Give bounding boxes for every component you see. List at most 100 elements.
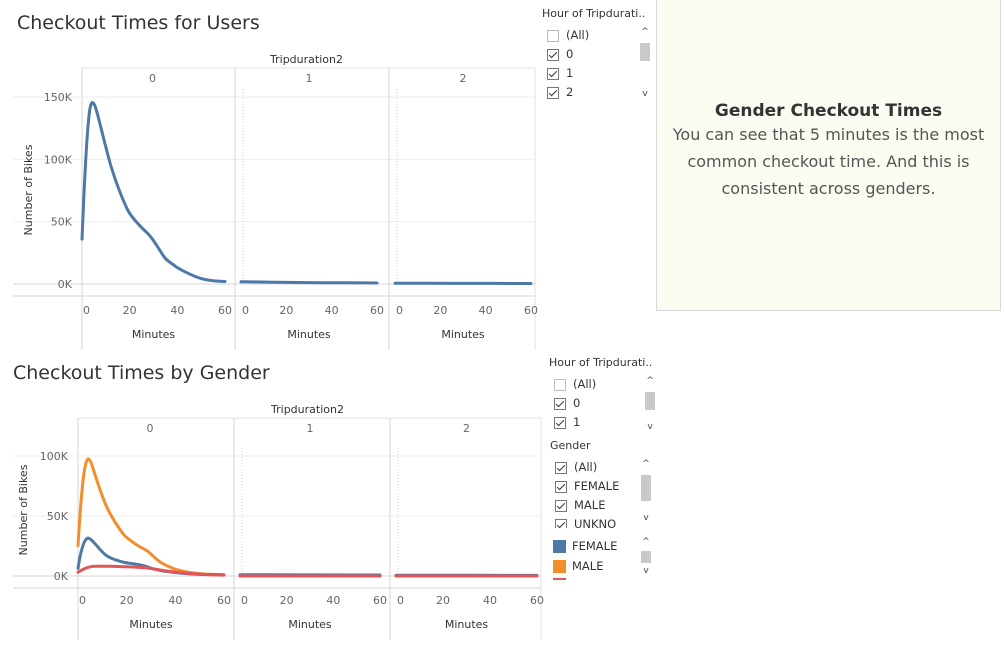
x-tick-label: 0 <box>242 304 249 317</box>
x-axis-label: Minutes <box>288 618 332 631</box>
hour-filter-item-label: 1 <box>566 66 574 80</box>
scroll-down-icon[interactable]: v <box>643 513 649 523</box>
hour-filter-title: Hour of Tripdurati.. <box>542 7 646 20</box>
hour-filter-2-item[interactable]: 0 <box>554 394 644 413</box>
scroll-up-icon[interactable]: ^ <box>642 459 650 469</box>
checkbox[interactable] <box>555 461 567 474</box>
y-tick-label: 100K <box>40 450 69 463</box>
x-axis-label: Minutes <box>445 618 489 631</box>
checkbox[interactable] <box>554 416 566 429</box>
scroll-up-icon[interactable]: ^ <box>642 537 650 547</box>
x-tick-label: 0 <box>397 594 404 607</box>
scroll-thumb[interactable] <box>640 43 650 61</box>
y-tick-label: 50K <box>51 216 73 229</box>
x-tick-label: 40 <box>325 304 339 317</box>
checkbox[interactable] <box>554 378 566 391</box>
top-chart: Tripduration2 0K 50K 100K 150K Number of Bike… <box>13 53 538 350</box>
checkbox[interactable] <box>555 499 567 512</box>
hour-filter-item[interactable]: 1 <box>547 64 655 83</box>
bottom-chart: Tripduration2 0K 50K 100K Number of Bikes 0 0 2… <box>13 403 544 640</box>
x-tick-label: 0 <box>396 304 403 317</box>
series-line-other <box>239 280 379 285</box>
x-tick-label: 40 <box>483 594 497 607</box>
y-axis-label: Number of Bikes <box>17 464 30 555</box>
x-axis-label: Minutes <box>441 328 485 341</box>
hour-filter-2-item-label: 0 <box>573 396 581 410</box>
checkbox[interactable] <box>547 86 559 99</box>
checkbox[interactable] <box>555 480 567 493</box>
x-tick-label: 20 <box>120 594 134 607</box>
x-tick-label: 20 <box>436 594 450 607</box>
scroll-down-icon[interactable]: v <box>643 566 649 576</box>
legend-label: MALE <box>572 559 604 573</box>
legend-swatch <box>553 560 566 573</box>
scroll-thumb[interactable] <box>641 475 651 501</box>
panel-header-label: 1 <box>306 72 313 85</box>
hour-filter-item[interactable]: 2 <box>547 83 655 102</box>
scroll-up-icon[interactable]: ^ <box>646 376 654 386</box>
bottom-chart-title: Checkout Times by Gender <box>13 362 270 384</box>
gender-filter-item-label: (All) <box>574 460 598 474</box>
top-chart-title: Checkout Times for Users <box>17 12 260 34</box>
gender-filter-scrollbar[interactable]: ^ v <box>639 459 653 527</box>
hour-filter-list[interactable]: (All) 0 1 2 <box>547 26 655 104</box>
hour-filter-scrollbar[interactable]: ^ v <box>638 27 652 103</box>
hour-filter-item-label: 0 <box>566 47 574 61</box>
hour-filter-item-label: 2 <box>566 85 574 99</box>
gender-filter-item[interactable]: MALE <box>555 496 643 515</box>
y-tick-label: 50K <box>47 510 69 523</box>
y-tick-label: 150K <box>44 91 73 104</box>
hour-filter-item-label: (All) <box>566 28 590 42</box>
x-tick-label: 20 <box>433 304 447 317</box>
gender-filter-list[interactable]: (All) FEMALE MALE UNKNO <box>555 458 643 528</box>
gender-filter-item-label: FEMALE <box>574 479 620 493</box>
hour-filter-2-item[interactable]: (All) <box>554 375 644 394</box>
scroll-thumb[interactable] <box>641 551 651 563</box>
y-tick-label: 100K <box>44 153 73 166</box>
legend-item[interactable]: FEMALE <box>553 536 639 556</box>
x-tick-label: 40 <box>170 304 184 317</box>
gender-filter-item-label: UNKNO <box>574 517 617 528</box>
hour-filter-item[interactable]: 0 <box>547 45 655 64</box>
x-tick-label: 40 <box>168 594 182 607</box>
checkbox[interactable] <box>547 29 559 42</box>
hour-filter-2-list[interactable]: (All) 0 1 <box>554 375 644 437</box>
gender-filter-item-label: MALE <box>574 498 606 512</box>
legend-item[interactable]: MALE <box>553 556 639 576</box>
gender-filter-item[interactable]: (All) <box>555 458 643 477</box>
checkbox[interactable] <box>555 518 567 528</box>
column-header: Tripduration2 <box>269 53 343 66</box>
x-tick-label: 20 <box>123 304 137 317</box>
checkbox[interactable] <box>554 397 566 410</box>
gender-filter-item[interactable]: UNKNO <box>555 515 643 528</box>
x-tick-label: 60 <box>373 594 387 607</box>
panel-header-label: 2 <box>463 422 470 435</box>
x-axis-label: Minutes <box>287 328 331 341</box>
scroll-down-icon[interactable]: v <box>642 89 648 99</box>
panel-header-label: 0 <box>147 422 154 435</box>
hour-filter-2-item-label: 1 <box>573 415 581 429</box>
panel-header-label: 0 <box>149 72 156 85</box>
y-tick-label: 0K <box>58 278 73 291</box>
x-tick-label: 40 <box>326 594 340 607</box>
annotation-box: Gender Checkout Times You can see that 5… <box>656 0 1001 311</box>
checkbox[interactable] <box>547 67 559 80</box>
checkbox[interactable] <box>547 48 559 61</box>
gender-filter-item[interactable]: FEMALE <box>555 477 643 496</box>
x-tick-label: 20 <box>280 594 294 607</box>
hour-filter-2-item-label: (All) <box>573 377 597 391</box>
x-axis-label: Minutes <box>129 618 173 631</box>
hour-filter-2-scrollbar[interactable]: ^ v <box>643 376 657 436</box>
color-legend: FEMALE MALE <box>553 536 639 580</box>
annotation-body: You can see that 5 minutes is the most c… <box>672 125 985 198</box>
scroll-thumb[interactable] <box>645 392 655 410</box>
x-tick-label: 20 <box>279 304 293 317</box>
series-line-male <box>76 457 226 577</box>
x-tick-label: 60 <box>370 304 384 317</box>
scroll-down-icon[interactable]: v <box>647 422 653 432</box>
hour-filter-item[interactable]: (All) <box>547 26 655 45</box>
scroll-up-icon[interactable]: ^ <box>641 27 649 37</box>
series-line-other <box>76 564 226 577</box>
legend-scrollbar[interactable]: ^ v <box>639 537 653 579</box>
hour-filter-2-item[interactable]: 1 <box>554 413 644 432</box>
